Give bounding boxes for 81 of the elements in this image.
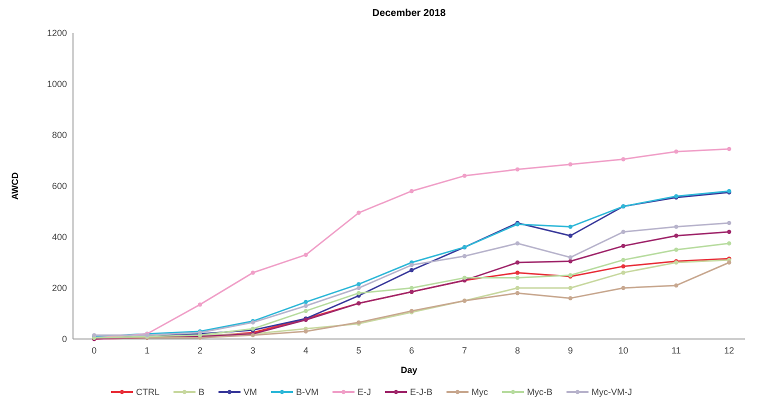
point [410,268,414,272]
point [621,230,626,234]
point [674,248,678,252]
point [356,282,361,286]
point [674,283,678,288]
legend-label: Myc-VM-J [592,387,632,398]
point [304,329,308,334]
point [674,234,678,238]
point [568,259,572,264]
point [356,210,361,215]
point [515,167,520,172]
y-tick-label: 200 [52,282,67,293]
point [356,286,361,290]
point [515,270,520,275]
point [304,304,308,308]
y-tick-label: 600 [52,180,67,191]
x-tick-label: 7 [462,345,468,356]
point [674,224,678,229]
y-axis-title: AWCD [10,172,20,200]
point [621,286,626,290]
point [621,258,626,262]
x-tick-label: 2 [197,345,202,356]
point [727,241,732,246]
x-tick-label: 0 [92,345,97,356]
x-axis-title: Day [400,365,418,375]
point [250,270,256,275]
point [727,220,732,226]
x-tick-label: 4 [303,345,308,356]
chart-title: December 2018 [372,8,446,19]
point [410,262,414,268]
x-tick-label: 11 [672,345,681,356]
point [410,188,414,194]
y-tick-label: 400 [52,232,67,242]
point [727,230,732,234]
x-tick-label: 9 [568,345,573,356]
point [304,300,308,304]
legend-label: CTRL [136,387,160,398]
x-tick-label: 8 [514,345,520,356]
point [515,260,520,265]
x-tick-label: 3 [250,345,256,356]
point [515,290,520,296]
point [515,286,520,290]
legend-label: Myc-B [527,387,553,398]
point [515,241,520,246]
legend-label: VM [244,387,258,398]
point [621,270,626,275]
point [568,224,572,229]
y-tick-label: 1000 [46,78,67,89]
point [568,286,572,290]
point [568,162,572,166]
point [568,296,572,300]
point [515,276,520,280]
legend-label: B-VM [296,387,319,398]
point [621,244,626,248]
point [410,286,414,290]
legend-label: Myc [472,387,489,398]
point [304,252,308,257]
point [727,260,732,265]
point [568,255,572,260]
y-tick-label: 0 [62,334,67,344]
point [674,149,678,154]
legend-label: B [198,387,205,398]
legend-label: E-J-B [410,387,433,398]
x-tick-label: 1 [144,345,150,356]
point [304,308,308,314]
point [198,302,202,307]
point [621,157,626,162]
point [462,254,467,258]
x-tick-label: 6 [409,345,414,356]
y-tick-label: 1200 [46,28,67,38]
legend-label: E-J [358,387,372,398]
x-tick-label: 10 [618,345,628,356]
point [568,234,572,238]
y-tick-label: 800 [52,130,67,140]
point [462,174,467,178]
x-tick-label: 12 [724,345,734,356]
point [356,290,361,296]
x-tick-label: 5 [356,345,362,356]
point [727,146,732,152]
point [462,276,467,280]
point [621,264,626,268]
